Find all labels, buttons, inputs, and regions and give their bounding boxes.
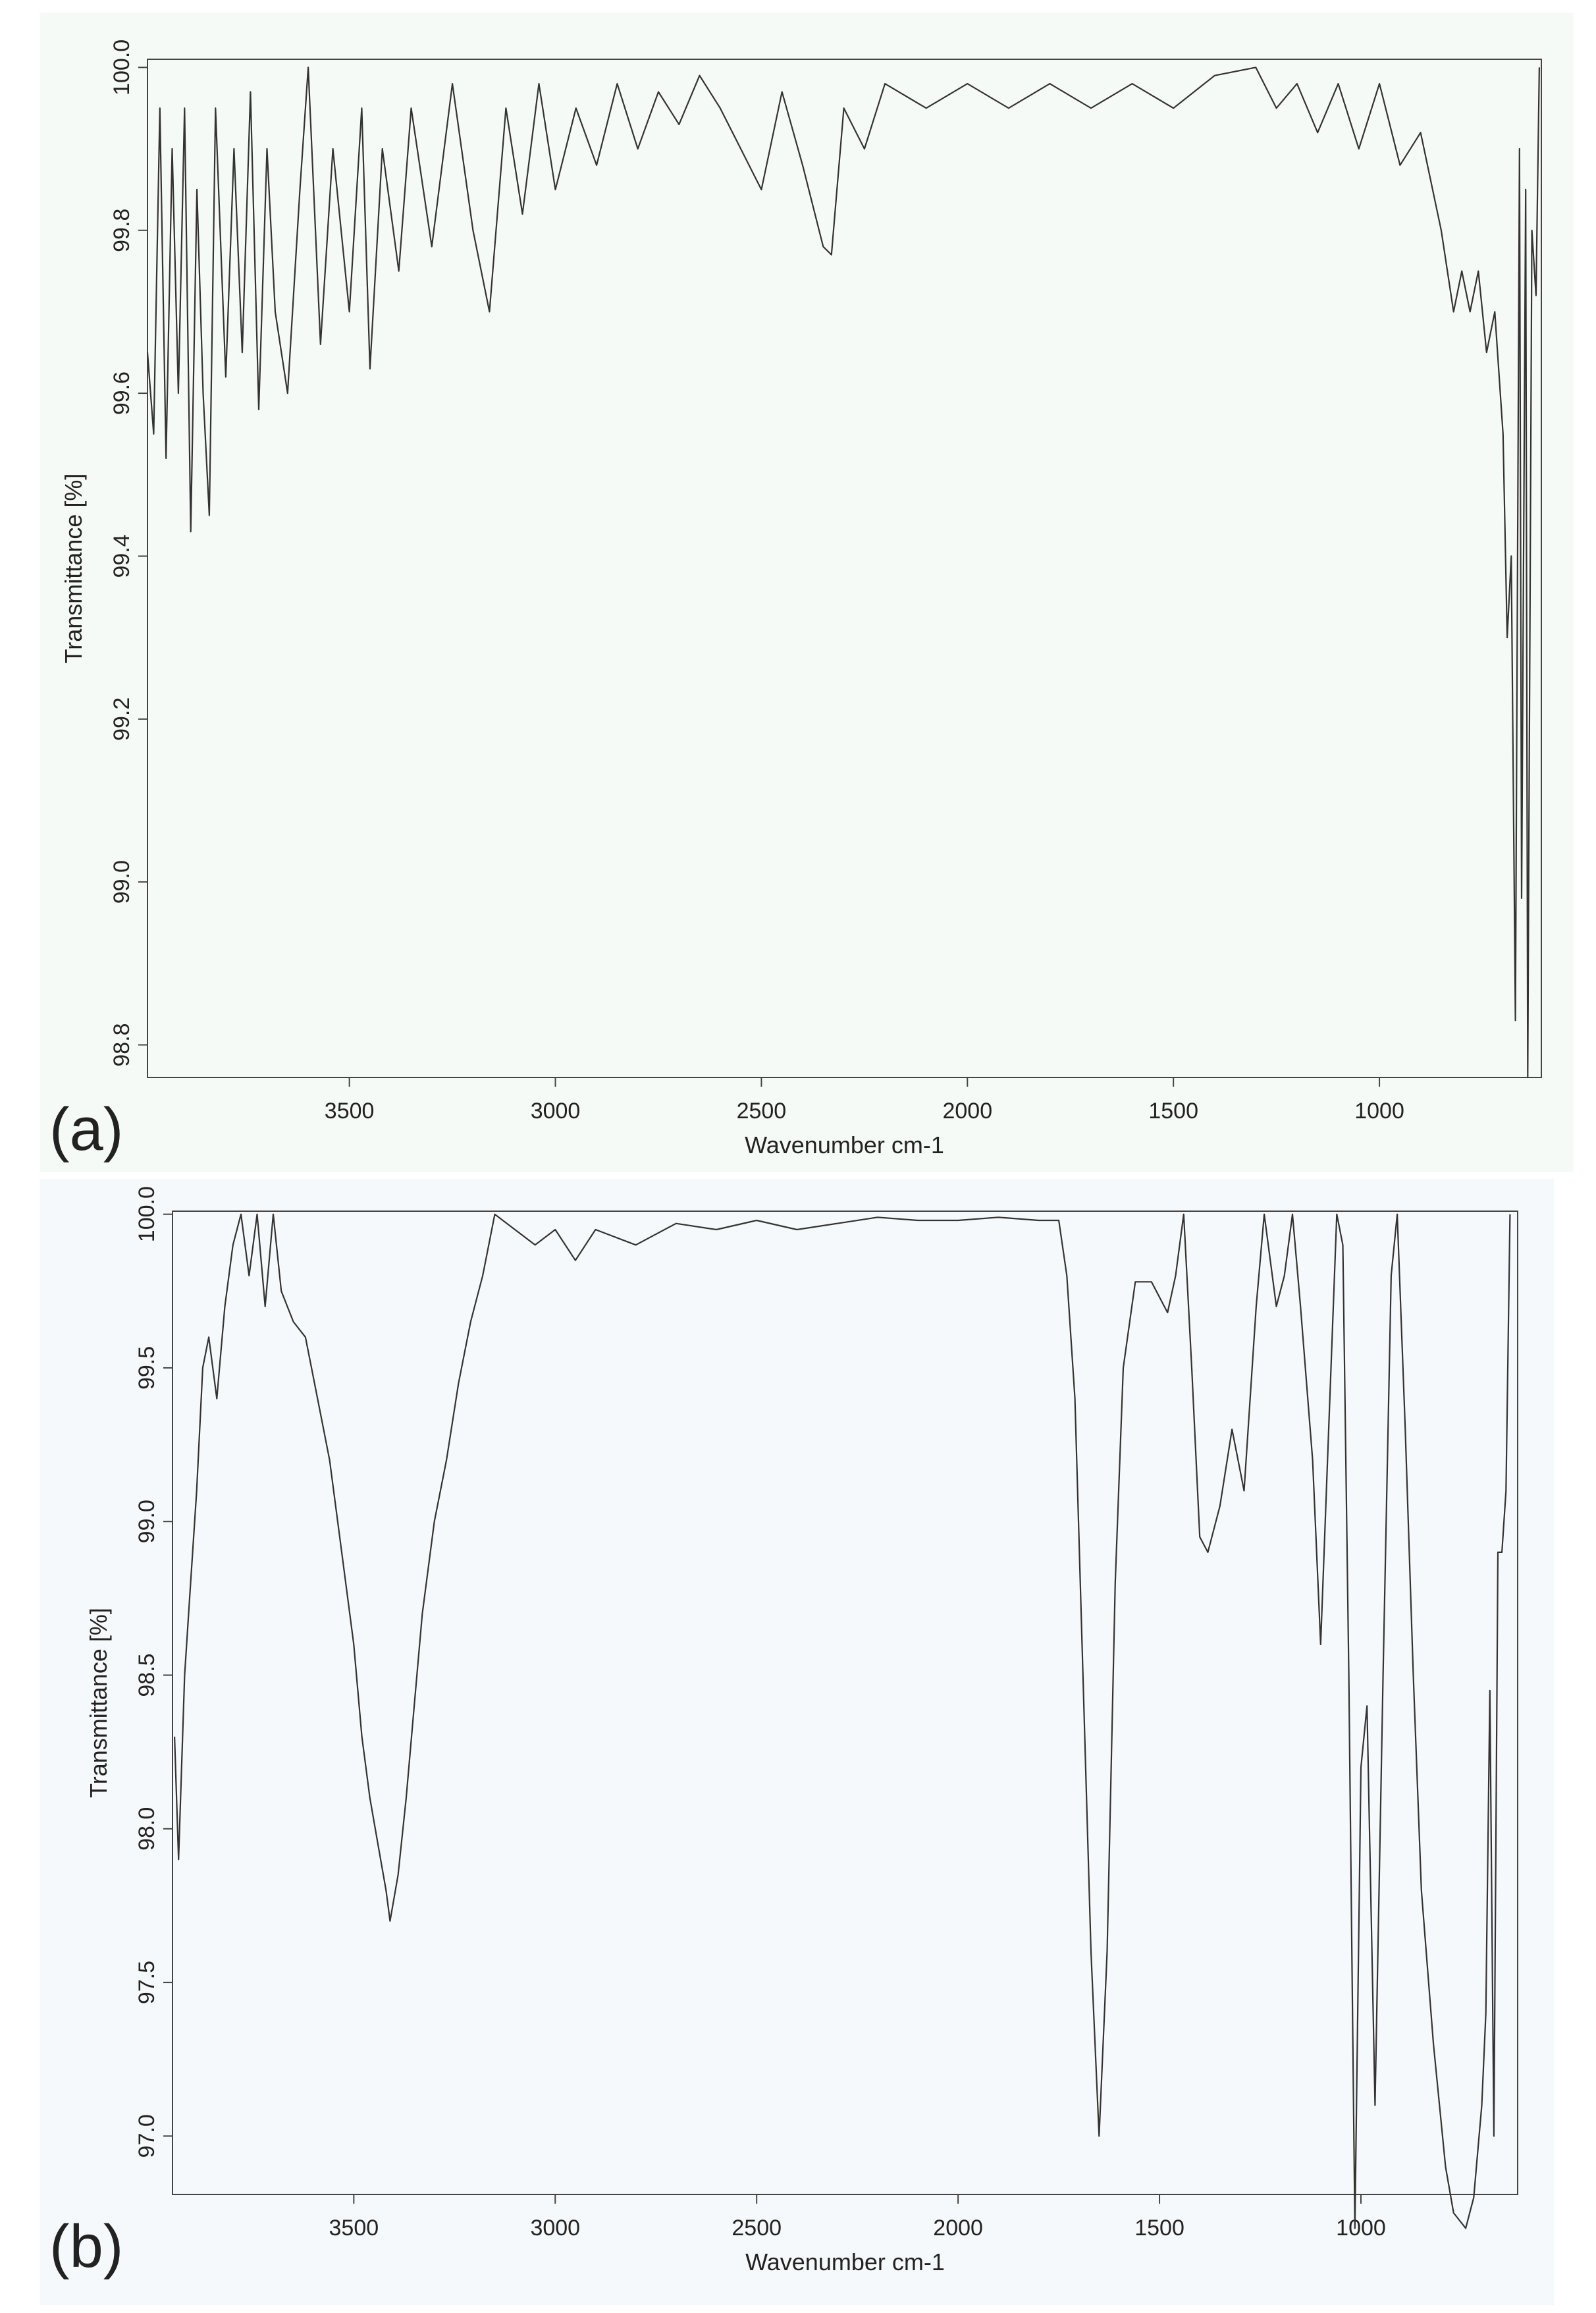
x-tick-label: 1000 <box>1336 2216 1386 2241</box>
y-tick-label: 99.4 <box>109 534 134 578</box>
x-tick-label: 2500 <box>732 2216 782 2241</box>
panel-label: (a) <box>49 1096 123 1163</box>
x-tick-label: 1500 <box>1148 1099 1198 1124</box>
x-axis-title: Wavenumber cm-1 <box>745 1131 944 1158</box>
y-tick-label: 98.8 <box>109 1023 134 1066</box>
spectrum-line <box>146 67 1540 1079</box>
x-tick-label: 2000 <box>933 2216 983 2241</box>
x-tick-label: 1500 <box>1134 2216 1184 2241</box>
y-tick-label: 98.5 <box>134 1653 159 1697</box>
y-tick-label: 98.0 <box>134 1807 159 1851</box>
x-tick-label: 3000 <box>530 2216 580 2241</box>
y-tick-label: 99.8 <box>109 209 134 252</box>
y-tick-label: 99.0 <box>134 1500 159 1543</box>
x-tick-label: 3500 <box>329 2216 379 2241</box>
y-tick-label: 100.0 <box>134 1186 159 1242</box>
x-tick-label: 2500 <box>737 1099 787 1124</box>
x-tick-label: 3500 <box>325 1099 375 1124</box>
panel-background <box>40 1179 1554 2305</box>
spectrum-line <box>174 1213 1511 2229</box>
x-tick-label: 1000 <box>1354 1099 1404 1124</box>
x-tick-label: 3000 <box>531 1099 581 1124</box>
y-tick-label: 99.0 <box>109 860 134 904</box>
y-axis-title: Transmittance [%] <box>60 474 87 664</box>
x-axis-title: Wavenumber cm-1 <box>745 2248 945 2275</box>
y-tick-label: 99.2 <box>109 697 134 741</box>
panel-background <box>40 13 1574 1172</box>
y-tick-label: 99.5 <box>134 1346 159 1390</box>
x-tick-label: 2000 <box>942 1099 992 1124</box>
y-axis-title: Transmittance [%] <box>85 1608 112 1798</box>
panel-label: (b) <box>49 2213 123 2280</box>
plot-frame <box>147 59 1542 1078</box>
y-tick-label: 97.5 <box>134 1961 159 2004</box>
plot-frame <box>172 1211 1518 2195</box>
y-tick-label: 100.0 <box>109 40 134 95</box>
y-tick-label: 97.0 <box>134 2114 159 2158</box>
y-tick-label: 99.6 <box>109 371 134 415</box>
